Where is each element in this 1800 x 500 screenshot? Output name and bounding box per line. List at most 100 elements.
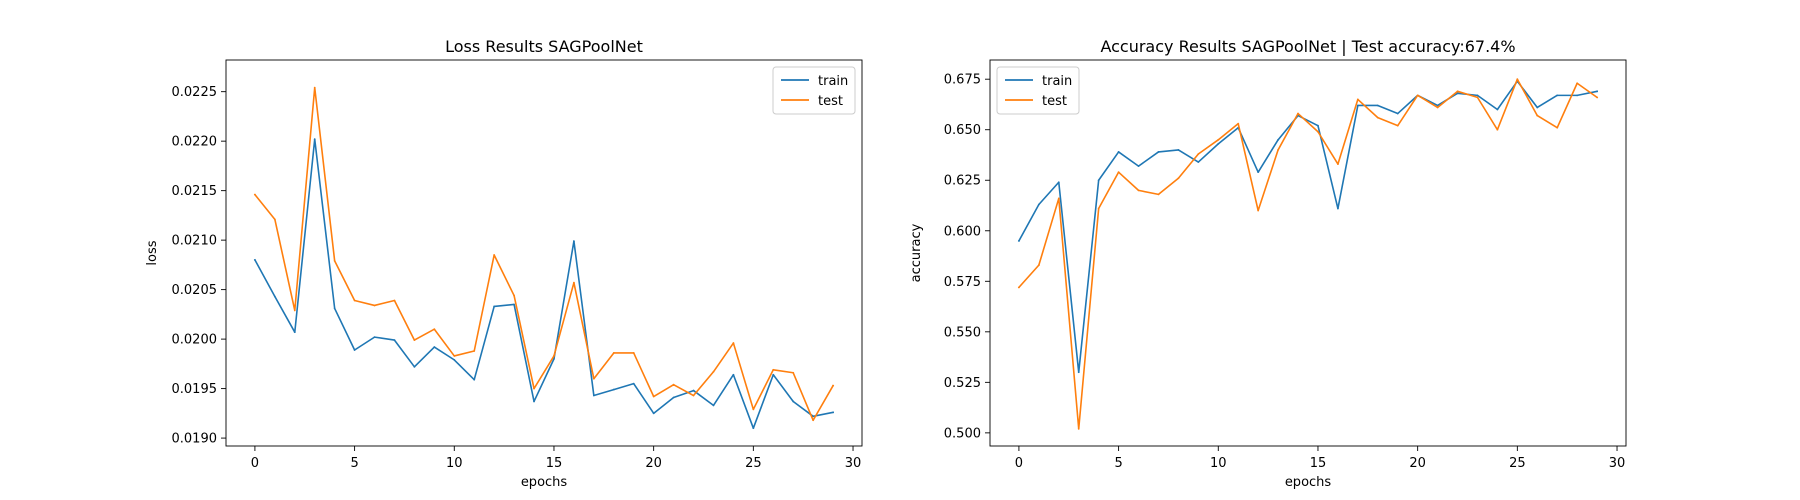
y-tick-label: 0.650 <box>944 123 981 138</box>
data-point-train <box>1337 207 1339 210</box>
data-point-train <box>373 336 376 339</box>
data-point-test <box>1277 149 1279 151</box>
data-point-train <box>712 404 715 407</box>
data-point-test <box>473 350 476 352</box>
data-point-test <box>1396 124 1399 127</box>
data-point-test <box>1516 78 1519 81</box>
data-point-test <box>1217 138 1220 141</box>
x-tick-label: 5 <box>1114 456 1122 471</box>
x-tick-label: 5 <box>350 456 358 471</box>
y-tick-label: 0.675 <box>944 73 981 88</box>
data-point-test <box>433 328 436 331</box>
data-point-test <box>1018 286 1020 289</box>
data-point-test <box>1077 427 1080 430</box>
y-tick-label: 0.0195 <box>172 382 218 397</box>
data-point-train <box>1097 179 1100 182</box>
data-point-train <box>353 349 356 351</box>
data-point-train <box>1317 124 1319 127</box>
data-point-test <box>453 355 456 357</box>
y-tick-label: 0.600 <box>944 224 981 239</box>
data-point-test <box>513 294 515 297</box>
data-point-train <box>313 138 316 141</box>
x-tick-label: 15 <box>546 456 563 471</box>
data-point-test <box>1596 96 1598 99</box>
data-point-test <box>553 355 555 357</box>
data-point-train <box>1576 94 1579 97</box>
data-point-test <box>1356 98 1359 101</box>
data-point-train <box>1456 92 1459 95</box>
data-point-train <box>1197 161 1200 163</box>
data-point-test <box>1456 90 1459 93</box>
data-point-train <box>1217 142 1220 145</box>
data-point-train <box>1177 149 1180 151</box>
data-point-test <box>1536 114 1539 117</box>
x-axis-label: epochs <box>521 475 568 490</box>
data-point-test <box>293 309 296 312</box>
y-tick-label: 0.0225 <box>172 85 218 100</box>
data-point-train <box>1277 138 1279 141</box>
x-tick-label: 20 <box>1409 456 1426 471</box>
legend-label-train: train <box>818 74 848 89</box>
data-point-test <box>1197 153 1200 155</box>
data-point-test <box>1436 106 1439 109</box>
data-point-test <box>1496 128 1499 131</box>
data-point-train <box>1037 203 1040 206</box>
data-point-train <box>732 373 735 376</box>
data-point-train <box>612 388 615 391</box>
data-point-train <box>573 240 575 243</box>
data-point-test <box>1097 207 1100 210</box>
data-point-train <box>1157 151 1160 153</box>
data-point-train <box>812 415 815 418</box>
y-axis-label: loss <box>145 240 160 265</box>
data-point-train <box>333 307 336 310</box>
data-point-train <box>772 373 775 376</box>
y-tick-label: 0.550 <box>944 325 981 340</box>
data-point-test <box>1337 163 1339 165</box>
data-point-test <box>373 304 376 307</box>
data-point-test <box>652 395 655 398</box>
data-point-test <box>752 408 755 411</box>
data-point-test <box>313 86 316 89</box>
data-point-train <box>453 358 456 361</box>
data-point-train <box>1496 108 1499 111</box>
data-point-train <box>533 400 535 403</box>
x-tick-label: 10 <box>1210 456 1227 471</box>
data-point-test <box>353 299 356 302</box>
data-point-train <box>672 396 675 399</box>
x-tick-label: 15 <box>1310 456 1327 471</box>
data-point-test <box>393 299 396 302</box>
data-point-test <box>413 339 416 341</box>
x-tick-label: 0 <box>251 456 259 471</box>
data-point-test <box>612 352 615 354</box>
y-tick-label: 0.0220 <box>172 135 218 150</box>
data-point-test <box>1057 197 1060 200</box>
loss-chart: 0 5 10 15 20 25 30 0.0190 0.0195 0.0200 0.0205 0.02… <box>145 37 863 490</box>
x-tick-label: 25 <box>1509 456 1526 471</box>
data-point-test <box>1576 82 1579 85</box>
data-point-test <box>1177 177 1180 180</box>
data-point-train <box>513 303 515 306</box>
data-point-train <box>493 305 496 308</box>
x-tick-label: 0 <box>1015 456 1023 471</box>
data-point-train <box>1536 106 1539 109</box>
data-point-train <box>1356 104 1359 107</box>
data-point-train <box>1376 104 1379 107</box>
legend-label-train: train <box>1042 74 1072 89</box>
chart-title: Loss Results SAGPoolNet <box>445 37 643 56</box>
data-point-train <box>1077 371 1080 374</box>
data-point-train <box>832 411 834 414</box>
data-point-test <box>493 254 496 256</box>
data-point-train <box>1137 165 1140 168</box>
data-point-test <box>672 383 675 386</box>
data-point-test <box>1416 94 1419 97</box>
data-point-train <box>273 295 276 298</box>
y-tick-label: 0.525 <box>944 376 981 391</box>
x-tick-label: 20 <box>645 456 662 471</box>
data-point-test <box>1257 209 1260 212</box>
data-point-train <box>1257 171 1260 174</box>
legend: train test <box>772 66 856 115</box>
series-line-train <box>253 138 835 429</box>
data-point-train <box>1556 94 1559 97</box>
